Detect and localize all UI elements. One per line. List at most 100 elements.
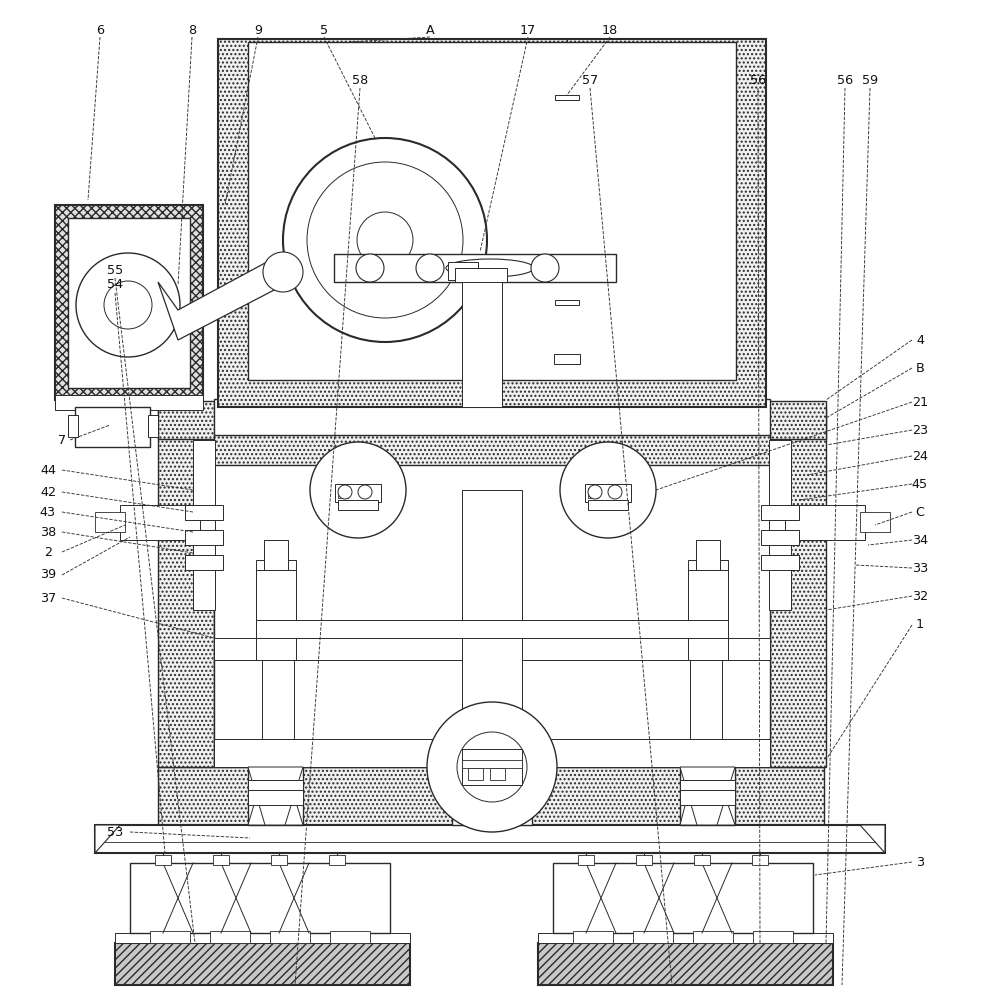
Text: A: A — [425, 23, 434, 36]
Bar — [262, 659, 294, 739]
Text: 32: 32 — [912, 589, 928, 602]
Bar — [785, 505, 865, 540]
Text: 37: 37 — [40, 591, 56, 604]
Bar — [636, 855, 652, 865]
Text: 44: 44 — [40, 464, 56, 477]
Bar — [462, 637, 522, 767]
Bar — [585, 484, 631, 502]
Bar — [95, 512, 125, 532]
Text: 53: 53 — [107, 826, 123, 838]
Text: 5: 5 — [320, 23, 328, 36]
Bar — [696, 540, 720, 570]
Bar — [185, 505, 223, 520]
Bar — [690, 659, 722, 739]
Circle shape — [357, 212, 413, 268]
Bar — [214, 435, 770, 465]
Circle shape — [310, 442, 406, 538]
Bar — [688, 570, 728, 620]
Bar — [158, 767, 824, 825]
Bar — [334, 254, 616, 282]
Bar — [248, 767, 303, 825]
Bar — [680, 767, 735, 825]
Text: 9: 9 — [254, 23, 262, 36]
Text: 2: 2 — [44, 546, 52, 558]
Text: 3: 3 — [916, 856, 924, 868]
Text: 23: 23 — [912, 424, 928, 436]
Circle shape — [427, 702, 557, 832]
Bar — [553, 863, 813, 933]
Bar — [338, 500, 378, 510]
Text: 17: 17 — [519, 23, 536, 36]
Circle shape — [283, 138, 487, 342]
Bar — [588, 500, 628, 510]
Ellipse shape — [446, 259, 534, 277]
Text: 59: 59 — [862, 74, 878, 87]
Text: 43: 43 — [40, 506, 56, 518]
Bar — [329, 855, 345, 865]
Bar — [155, 855, 171, 865]
Bar — [573, 931, 613, 943]
Bar — [115, 933, 410, 943]
Bar — [330, 931, 370, 943]
Bar — [761, 505, 799, 520]
Circle shape — [608, 485, 622, 499]
Text: B: B — [915, 361, 924, 374]
Bar — [752, 855, 768, 865]
Circle shape — [263, 252, 303, 292]
Text: 54: 54 — [107, 278, 123, 292]
Circle shape — [588, 485, 602, 499]
Text: 42: 42 — [40, 486, 56, 498]
Bar — [448, 262, 478, 280]
Polygon shape — [248, 767, 303, 825]
Bar — [769, 440, 791, 610]
Polygon shape — [680, 767, 735, 825]
Text: 34: 34 — [912, 534, 928, 546]
Bar — [218, 39, 766, 407]
Bar — [271, 855, 287, 865]
Text: 39: 39 — [40, 568, 56, 582]
Bar — [860, 512, 890, 532]
Bar — [130, 863, 390, 933]
Text: 56: 56 — [750, 74, 766, 87]
Bar — [588, 488, 598, 498]
Bar — [150, 931, 190, 943]
Polygon shape — [248, 767, 303, 825]
Circle shape — [457, 732, 527, 802]
Bar — [490, 768, 505, 780]
Bar — [761, 555, 799, 570]
Bar — [335, 484, 381, 502]
Bar — [554, 354, 580, 364]
Bar — [248, 790, 303, 805]
Bar — [193, 440, 215, 610]
Bar — [185, 555, 223, 570]
Bar — [680, 780, 735, 790]
Text: 21: 21 — [912, 395, 928, 408]
Bar — [214, 739, 770, 767]
Bar — [338, 488, 348, 498]
Bar — [158, 409, 214, 767]
Bar — [555, 300, 579, 305]
Text: 24: 24 — [912, 450, 928, 462]
Bar — [256, 570, 296, 620]
Bar — [214, 638, 770, 660]
Text: 58: 58 — [352, 74, 368, 87]
Bar — [55, 205, 203, 400]
Bar — [455, 268, 507, 282]
Bar — [462, 490, 522, 720]
Bar — [248, 42, 736, 380]
Bar — [680, 790, 735, 805]
Bar — [55, 395, 203, 410]
Circle shape — [104, 281, 152, 329]
Bar — [538, 943, 833, 985]
Bar — [185, 530, 223, 545]
Bar — [578, 855, 594, 865]
Polygon shape — [860, 825, 885, 853]
Bar — [753, 931, 793, 943]
Bar — [538, 933, 833, 943]
Bar — [210, 931, 250, 943]
Circle shape — [338, 485, 352, 499]
Text: 57: 57 — [582, 74, 598, 87]
Text: C: C — [915, 506, 924, 518]
Bar — [213, 855, 229, 865]
Bar — [148, 415, 158, 437]
